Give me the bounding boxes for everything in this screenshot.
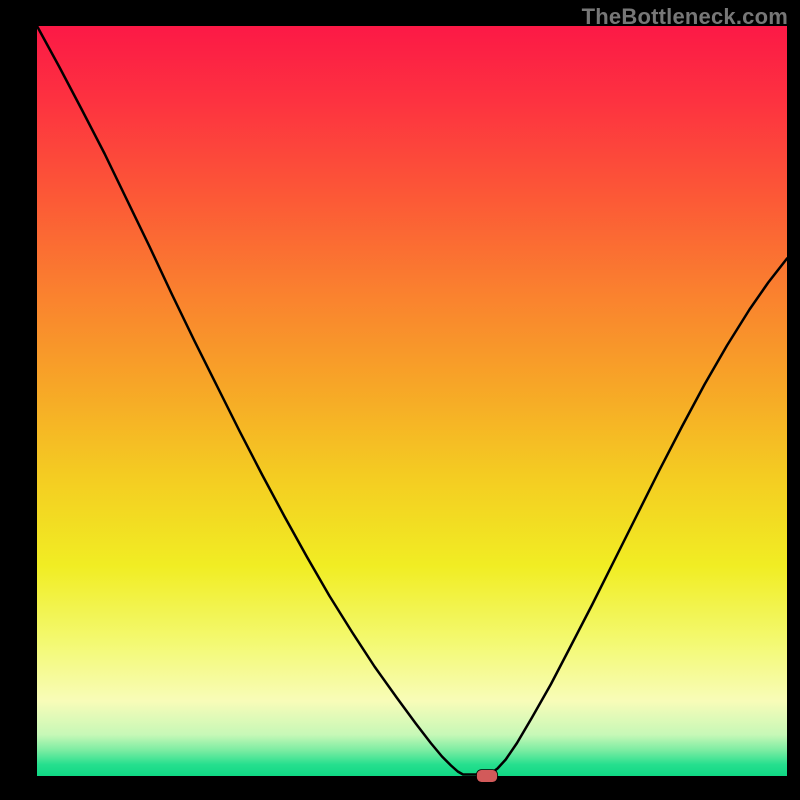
plot-background xyxy=(37,26,787,776)
bottleneck-chart xyxy=(0,0,800,800)
critical-point-marker xyxy=(477,770,498,783)
watermark-text: TheBottleneck.com xyxy=(582,4,788,30)
chart-frame: TheBottleneck.com xyxy=(0,0,800,800)
